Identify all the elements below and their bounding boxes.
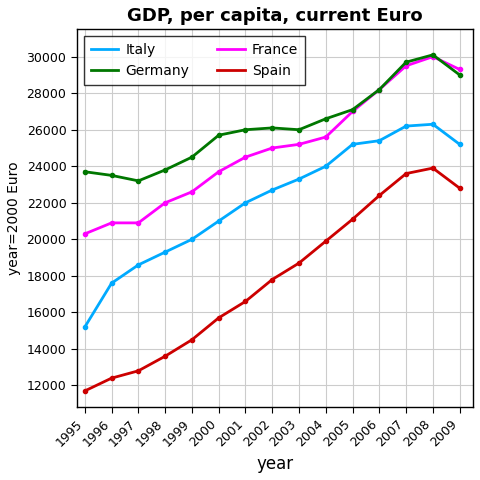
X-axis label: year: year <box>256 455 293 473</box>
Title: GDP, per capita, current Euro: GDP, per capita, current Euro <box>127 7 423 25</box>
Y-axis label: year=2000 Euro: year=2000 Euro <box>7 161 21 275</box>
Legend: Italy, Germany, France, Spain: Italy, Germany, France, Spain <box>84 36 305 85</box>
